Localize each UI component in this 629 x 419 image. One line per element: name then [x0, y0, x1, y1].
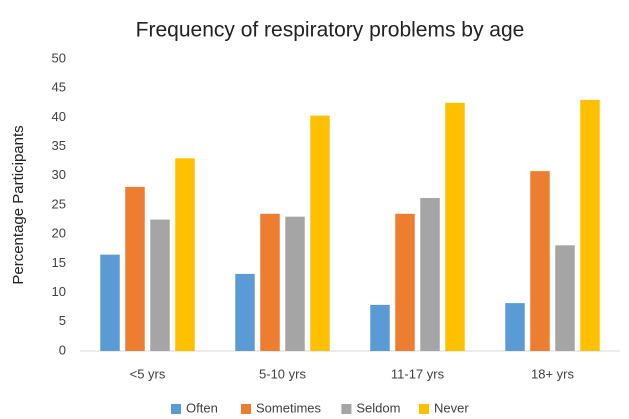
bar [580, 99, 600, 351]
bar [235, 273, 255, 351]
y-axis-label: Percentage Participants [10, 125, 27, 284]
y-tick-label: 20 [52, 226, 66, 241]
bar [285, 216, 305, 351]
bar [150, 219, 170, 351]
legend-swatch [241, 404, 251, 414]
y-tick-label: 50 [52, 50, 66, 65]
bar [310, 115, 330, 351]
bar [420, 197, 440, 351]
y-tick-label: 5 [59, 313, 66, 328]
x-tick-label: 5-10 yrs [259, 366, 306, 381]
y-tick-label: 40 [52, 109, 66, 124]
bar [445, 102, 465, 351]
bar [125, 186, 145, 351]
bar [505, 303, 525, 351]
bar [260, 213, 280, 351]
y-tick-label: 30 [52, 167, 66, 182]
x-tick-label: <5 yrs [130, 366, 166, 381]
legend-label: Sometimes [256, 400, 322, 415]
legend-swatch [171, 404, 181, 414]
legend-label: Never [434, 400, 469, 415]
x-tick-label: 11-17 yrs [391, 366, 445, 381]
chart-title: Frequency of respiratory problems by age [136, 19, 525, 42]
y-tick-label: 45 [52, 80, 66, 95]
legend-label: Seldom [356, 400, 400, 415]
bar [100, 254, 120, 351]
legend-swatch [419, 404, 429, 414]
x-tick-label: 18+ yrs [531, 366, 574, 381]
legend-swatch [341, 404, 352, 414]
y-tick-label: 15 [52, 255, 66, 270]
y-tick-label: 25 [52, 196, 66, 211]
y-tick-label: 10 [52, 284, 66, 299]
bar [555, 245, 575, 351]
bar [395, 213, 415, 351]
y-tick-label: 35 [52, 138, 66, 153]
bar [370, 304, 390, 351]
bar [175, 158, 195, 351]
bar [530, 171, 550, 351]
y-tick-label: 0 [59, 342, 66, 357]
legend-label: Often [186, 400, 218, 415]
